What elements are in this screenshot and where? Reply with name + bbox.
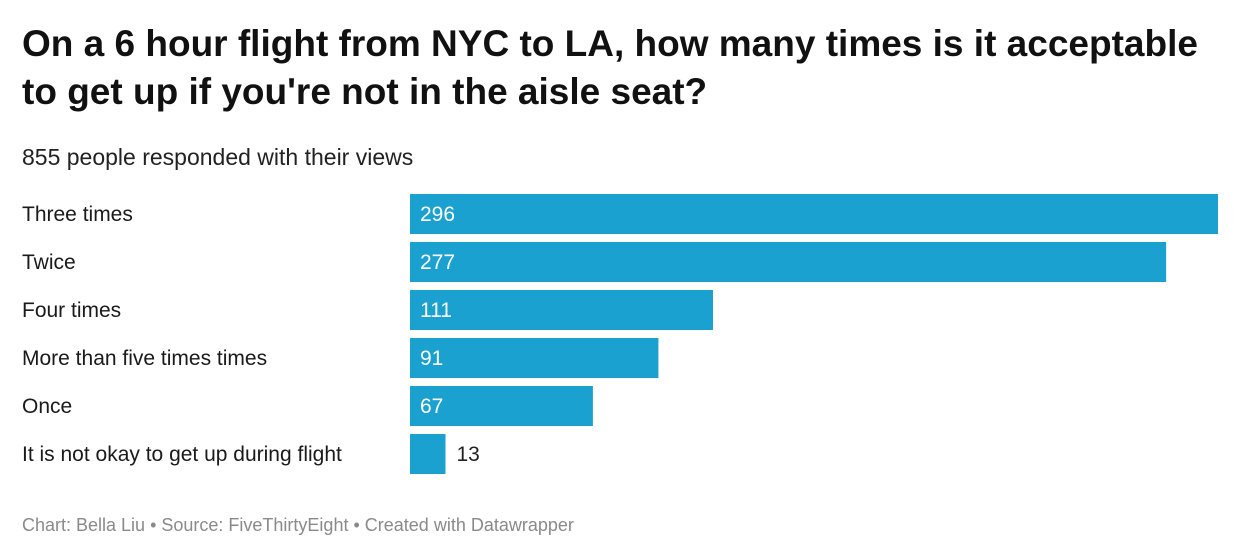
chart-footer: Chart: Bella Liu • Source: FiveThirtyEight…	[22, 512, 574, 538]
value-label: 111	[420, 299, 452, 322]
category-label: It is not okay to get up during flight	[22, 443, 342, 466]
category-label: Once	[22, 395, 72, 418]
value-label: 13	[456, 443, 479, 466]
bar	[410, 290, 713, 330]
category-label: Twice	[22, 251, 76, 274]
bar	[410, 386, 593, 426]
category-label: More than five times times	[22, 347, 267, 370]
category-label: Four times	[22, 299, 121, 322]
footer-separator: •	[353, 515, 360, 535]
value-label: 277	[420, 251, 455, 274]
value-label: 296	[420, 203, 455, 226]
chart-title: On a 6 hour flight from NYC to LA, how m…	[22, 23, 1198, 112]
footer-separator: •	[150, 515, 157, 535]
footer-chart-credit: Chart: Bella Liu	[22, 515, 146, 535]
bar	[410, 434, 446, 474]
bar	[410, 242, 1167, 282]
chart-subtitle: 855 people responded with their views	[22, 144, 414, 170]
bar	[410, 338, 659, 378]
bar	[410, 194, 1218, 234]
category-label: Three times	[22, 203, 133, 226]
footer-source: Source: FiveThirtyEight	[161, 515, 349, 535]
value-label: 91	[420, 347, 443, 370]
value-label: 67	[420, 395, 443, 418]
footer-created-with: Created with Datawrapper	[364, 515, 574, 535]
